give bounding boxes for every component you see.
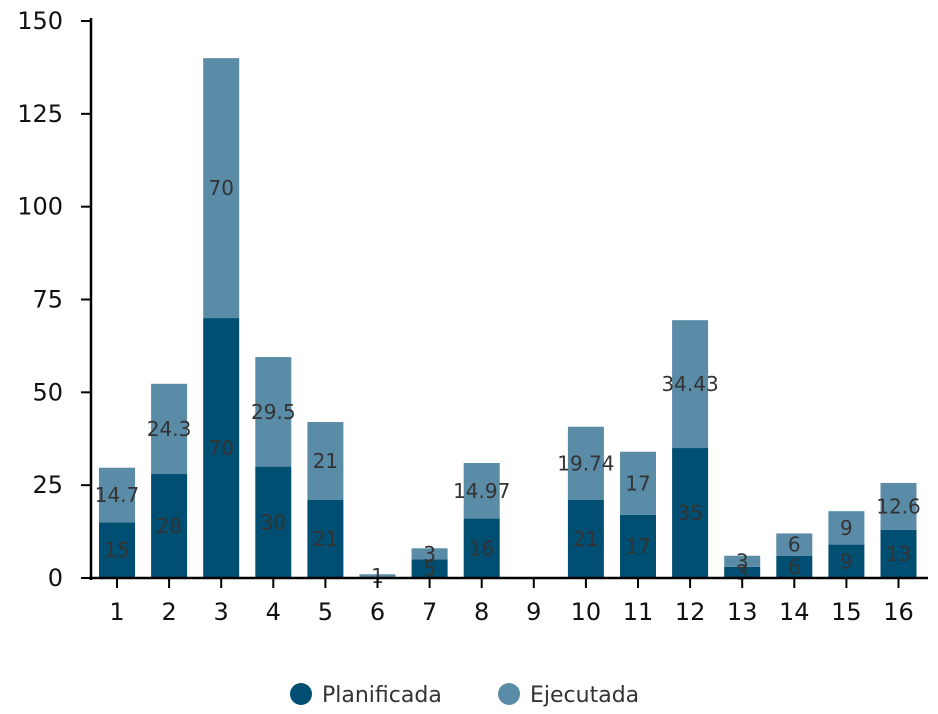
bar-ejecutada-16 [880, 482, 917, 530]
bar-ejecutada-2 [151, 383, 188, 475]
x-tick-label-11: 11 [623, 598, 654, 626]
x-tick-label-16: 16 [883, 598, 914, 626]
y-tick-label-100: 100 [17, 193, 63, 221]
bar-ejecutada-10 [567, 426, 604, 501]
bar-planificada-3 [203, 318, 240, 578]
data-label-ejecutada-3: 70 [208, 176, 233, 200]
data-label-planificada-15: 9 [840, 549, 853, 573]
x-tick-label-10: 10 [571, 598, 602, 626]
data-label-ejecutada-16: 12.6 [876, 494, 921, 518]
bar-planificada-5 [307, 500, 344, 578]
x-tick-label-8: 8 [474, 598, 489, 626]
x-tick-label-13: 13 [727, 598, 758, 626]
bar-ejecutada-13 [724, 555, 761, 567]
bar-planificada-11 [620, 514, 656, 578]
bar-planificada-7 [411, 559, 448, 578]
bar-planificada-16 [880, 529, 917, 578]
legend: Planificada Ejecutada [290, 683, 639, 708]
data-label-ejecutada-12: 34.43 [661, 372, 718, 396]
bar-planificada-15 [828, 544, 865, 578]
bar-ejecutada-7 [411, 548, 448, 560]
legend-marker-planificada [290, 683, 312, 705]
legend-marker-ejecutada [498, 683, 520, 705]
bars-layer [99, 58, 917, 578]
data-label-planificada-11: 17 [625, 534, 650, 558]
data-label-ejecutada-8: 14.97 [453, 479, 510, 503]
data-label-planificada-3: 70 [208, 436, 233, 460]
bar-planificada-14 [776, 555, 813, 578]
data-label-planificada-16: 13 [886, 542, 911, 566]
data-label-ejecutada-10: 19.74 [557, 451, 614, 475]
data-label-planificada-7: 5 [423, 557, 436, 581]
x-tick-label-5: 5 [318, 598, 333, 626]
data-label-planificada-10: 21 [573, 527, 598, 551]
x-tick-label-1: 1 [109, 598, 124, 626]
bar-ejecutada-4 [255, 357, 292, 467]
x-tick-label-6: 6 [370, 598, 385, 626]
data-label-planificada-14: 6 [788, 555, 801, 579]
data-label-ejecutada-11: 17 [625, 471, 650, 495]
bar-ejecutada-1 [99, 467, 135, 523]
y-tick-label-75: 75 [32, 286, 63, 314]
y-tick-label-125: 125 [17, 100, 63, 128]
bar-ejecutada-5 [307, 422, 344, 501]
y-tick-label-25: 25 [32, 471, 63, 499]
data-label-ejecutada-2: 24.3 [147, 417, 192, 441]
y-tick-label-50: 50 [32, 378, 63, 406]
y-tick-label-0: 0 [48, 564, 63, 592]
data-label-planificada-5: 21 [313, 527, 338, 551]
data-label-ejecutada-4: 29.5 [251, 400, 296, 424]
x-tick-label-15: 15 [831, 598, 862, 626]
bar-planificada-13 [724, 566, 761, 578]
data-label-planificada-1: 15 [104, 538, 129, 562]
data-label-ejecutada-1: 14.7 [95, 483, 140, 507]
bar-planificada-12 [672, 448, 709, 578]
x-tick-label-7: 7 [422, 598, 437, 626]
data-label-ejecutada-7: 3 [423, 542, 436, 566]
bar-ejecutada-11 [620, 451, 656, 515]
bar-planificada-1 [99, 522, 135, 578]
bar-planificada-8 [463, 518, 500, 578]
x-tick-label-9: 9 [526, 598, 541, 626]
data-label-ejecutada-15: 9 [840, 516, 853, 540]
bar-ejecutada-8 [463, 462, 500, 519]
data-label-ejecutada-13: 3 [736, 549, 749, 573]
data-label-planificada-4: 30 [261, 510, 286, 534]
x-tick-label-14: 14 [779, 598, 810, 626]
data-label-planificada-8: 16 [469, 536, 494, 560]
y-tick-label-150: 150 [17, 7, 63, 35]
data-label-planificada-12: 35 [677, 501, 702, 525]
bar-ejecutada-6 [359, 574, 396, 578]
legend-label-planificada: Planificada [322, 683, 442, 708]
bar-planificada-10 [567, 500, 604, 578]
bar-ejecutada-12 [672, 320, 709, 449]
x-tick-label-3: 3 [214, 598, 229, 626]
bar-ejecutada-3 [203, 58, 240, 319]
data-label-ejecutada-14: 6 [788, 533, 801, 557]
legend-label-ejecutada: Ejecutada [530, 683, 639, 708]
x-tick-label-2: 2 [161, 598, 176, 626]
bar-ejecutada-15 [828, 511, 865, 545]
data-label-ejecutada-6: 1 [371, 564, 384, 588]
data-label-ejecutada-5: 21 [313, 449, 338, 473]
bar-planificada-2 [151, 474, 188, 578]
x-tick-label-4: 4 [266, 598, 281, 626]
bar-ejecutada-14 [776, 533, 813, 556]
data-label-planificada-2: 28 [156, 514, 181, 538]
x-tick-label-12: 12 [675, 598, 706, 626]
bar-planificada-4 [255, 466, 292, 578]
